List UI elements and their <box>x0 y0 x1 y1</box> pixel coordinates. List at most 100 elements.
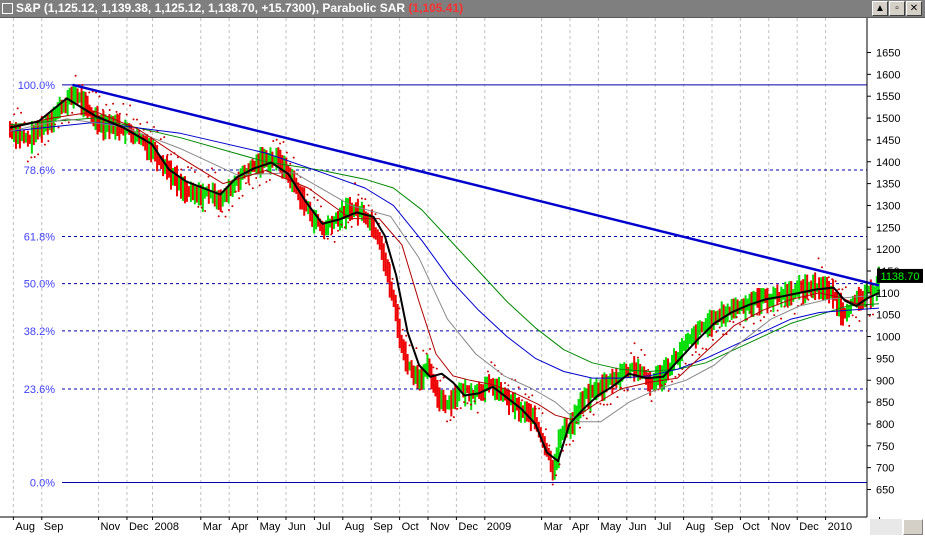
sar-dot <box>524 393 527 396</box>
sar-dot <box>534 407 537 410</box>
sar-dot <box>435 367 438 370</box>
sar-dot <box>429 348 432 351</box>
x-tick-label: Jun <box>629 521 647 533</box>
sar-dot <box>279 142 282 145</box>
sar-dot <box>551 483 554 486</box>
sar-dot <box>780 317 783 320</box>
x-axis: Aug Sep Nov Dec 2008 Mar Apr May Jun Jul Aug Sep Oct… <box>12 517 901 533</box>
sar-dot <box>432 366 435 369</box>
x-tick-label: Dec <box>799 521 819 533</box>
sar-dot <box>814 272 817 275</box>
sar-dot <box>238 197 241 200</box>
sar-dot <box>101 108 104 111</box>
sar-dot <box>47 139 50 142</box>
sar-dot <box>759 319 762 322</box>
sar-dot <box>630 352 633 355</box>
title-bar[interactable]: S&P (1,125.12, 1,139.38, 1,125.12, 1,138… <box>0 0 925 18</box>
sar-dot <box>616 396 619 399</box>
sar-dot <box>568 443 571 446</box>
sar-dot <box>708 333 711 336</box>
sar-dot <box>23 121 26 124</box>
y-tick-label: 950 <box>876 353 894 365</box>
sar-dot <box>855 316 858 319</box>
sar-dot <box>43 143 46 146</box>
sar-dot <box>565 443 568 446</box>
sar-dot <box>394 300 397 303</box>
sar-dot <box>677 373 680 376</box>
sar-dot <box>749 311 752 314</box>
sar-dot <box>204 210 207 213</box>
sar-dot <box>108 109 111 112</box>
sar-dot <box>776 309 779 312</box>
sar-dot <box>197 205 200 208</box>
sar-dot <box>343 226 346 229</box>
y-tick-label: 1250 <box>876 222 900 234</box>
sar-dot <box>790 302 793 305</box>
sar-dot <box>837 288 840 291</box>
sar-dot <box>374 213 377 216</box>
sar-dot <box>575 421 578 424</box>
sar-dot <box>538 407 541 410</box>
sar-dot <box>701 347 704 350</box>
sar-dot <box>476 411 479 414</box>
fib-label-2: 61.8% <box>24 231 55 243</box>
y-tick-label: 1050 <box>876 310 900 322</box>
sar-dot <box>217 215 220 218</box>
x-tick-label: Mar <box>203 521 222 533</box>
trendline-layer <box>72 83 880 287</box>
series-line-moving-average-blue <box>9 121 880 379</box>
sar-dot <box>742 326 745 329</box>
sar-dot <box>415 347 418 350</box>
sar-dot <box>640 348 643 351</box>
fib-label-3: 50.0% <box>24 279 55 291</box>
sar-dot <box>360 197 363 200</box>
sar-dot <box>671 380 674 383</box>
sar-dot <box>333 240 336 243</box>
x-tick-label: May <box>600 521 621 533</box>
sar-dot <box>602 403 605 406</box>
sar-dot <box>592 413 595 416</box>
scroll-track[interactable] <box>870 519 902 535</box>
sar-dot <box>531 394 534 397</box>
y-tick-label: 850 <box>876 397 894 409</box>
sar-dot <box>507 384 510 387</box>
sar-dot <box>541 412 544 415</box>
scroll-up-arrow-icon[interactable]: ▲ <box>872 1 888 16</box>
sar-dot <box>674 375 677 378</box>
sar-dot <box>456 407 459 410</box>
window-menu-icon[interactable] <box>2 3 13 14</box>
sar-dot <box>313 196 316 199</box>
sar-dot <box>275 138 278 141</box>
sar-dot <box>705 348 708 351</box>
scroll-thumb[interactable] <box>903 519 923 535</box>
sar-dot <box>589 410 592 413</box>
trendline <box>72 83 880 287</box>
sar-dot <box>132 118 135 121</box>
sar-dot <box>258 184 261 187</box>
x-tick-label: Nov <box>430 521 450 533</box>
x-tick-label: 2009 <box>487 521 511 533</box>
sar-dot <box>265 180 268 183</box>
sar-dot <box>54 123 57 126</box>
sar-dot <box>30 156 33 159</box>
y-tick-label: 1400 <box>876 157 900 169</box>
sar-dot <box>364 198 367 201</box>
sar-dot <box>84 95 87 98</box>
y-tick-label: 1550 <box>876 91 900 103</box>
sar-dot <box>691 354 694 357</box>
sar-dot <box>480 398 483 401</box>
sar-dot <box>694 351 697 354</box>
sar-dot <box>81 83 84 86</box>
sar-dot <box>650 400 653 403</box>
sar-dot <box>517 386 520 389</box>
close-icon[interactable]: ✕ <box>906 1 922 16</box>
price-chart[interactable]: 100.0% 78.6% 61.8% 50.0% 38.2% 23.6% 0.0% 650 7… <box>0 18 925 537</box>
restore-icon[interactable]: ▫ <box>889 1 905 16</box>
y-tick-label: 1100 <box>876 288 900 300</box>
sar-dot <box>483 397 486 400</box>
fib-label-6: 0.0% <box>30 478 55 490</box>
sar-dot <box>831 278 834 281</box>
x-tick-label: Sep <box>44 521 64 533</box>
sar-dot <box>125 113 128 116</box>
sar-dot <box>463 401 466 404</box>
